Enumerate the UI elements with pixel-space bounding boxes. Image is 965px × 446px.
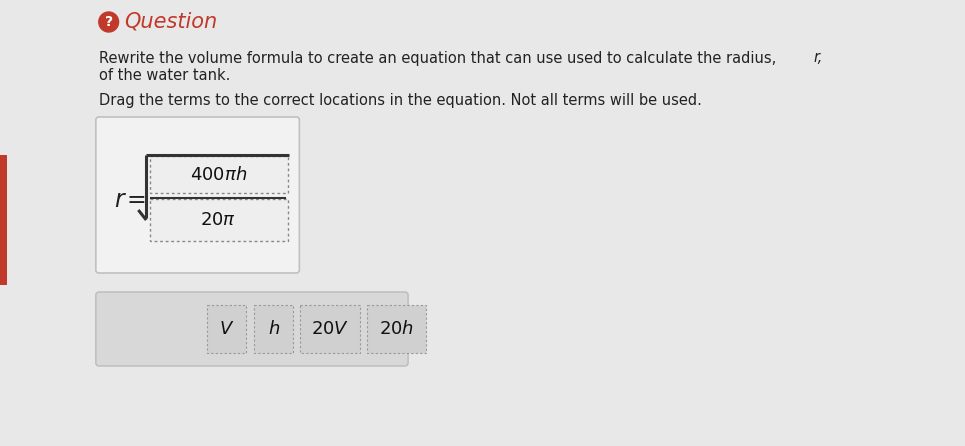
Text: $20V$: $20V$: [311, 320, 349, 338]
Text: Question: Question: [124, 12, 218, 32]
Text: $h$: $h$: [267, 320, 280, 338]
Text: $20\pi$: $20\pi$: [201, 211, 236, 229]
FancyBboxPatch shape: [254, 305, 293, 353]
Text: ?: ?: [104, 15, 113, 29]
Bar: [0, 155, 7, 285]
FancyBboxPatch shape: [96, 292, 408, 366]
FancyBboxPatch shape: [96, 117, 299, 273]
Text: Rewrite the volume formula to create an equation that can use used to calculate : Rewrite the volume formula to create an …: [98, 50, 781, 66]
Text: $400\pi h$: $400\pi h$: [190, 165, 247, 183]
Text: of the water tank.: of the water tank.: [98, 69, 231, 83]
FancyBboxPatch shape: [300, 305, 360, 353]
Circle shape: [98, 12, 119, 32]
Text: r,: r,: [813, 50, 822, 66]
Text: $20h$: $20h$: [378, 320, 414, 338]
FancyBboxPatch shape: [207, 305, 246, 353]
FancyBboxPatch shape: [151, 156, 288, 193]
Text: $V$: $V$: [219, 320, 234, 338]
Text: =: =: [126, 188, 147, 212]
Text: Drag the terms to the correct locations in the equation. Not all terms will be u: Drag the terms to the correct locations …: [98, 92, 702, 107]
FancyBboxPatch shape: [151, 199, 288, 241]
FancyBboxPatch shape: [367, 305, 426, 353]
Text: $r$: $r$: [114, 188, 126, 212]
